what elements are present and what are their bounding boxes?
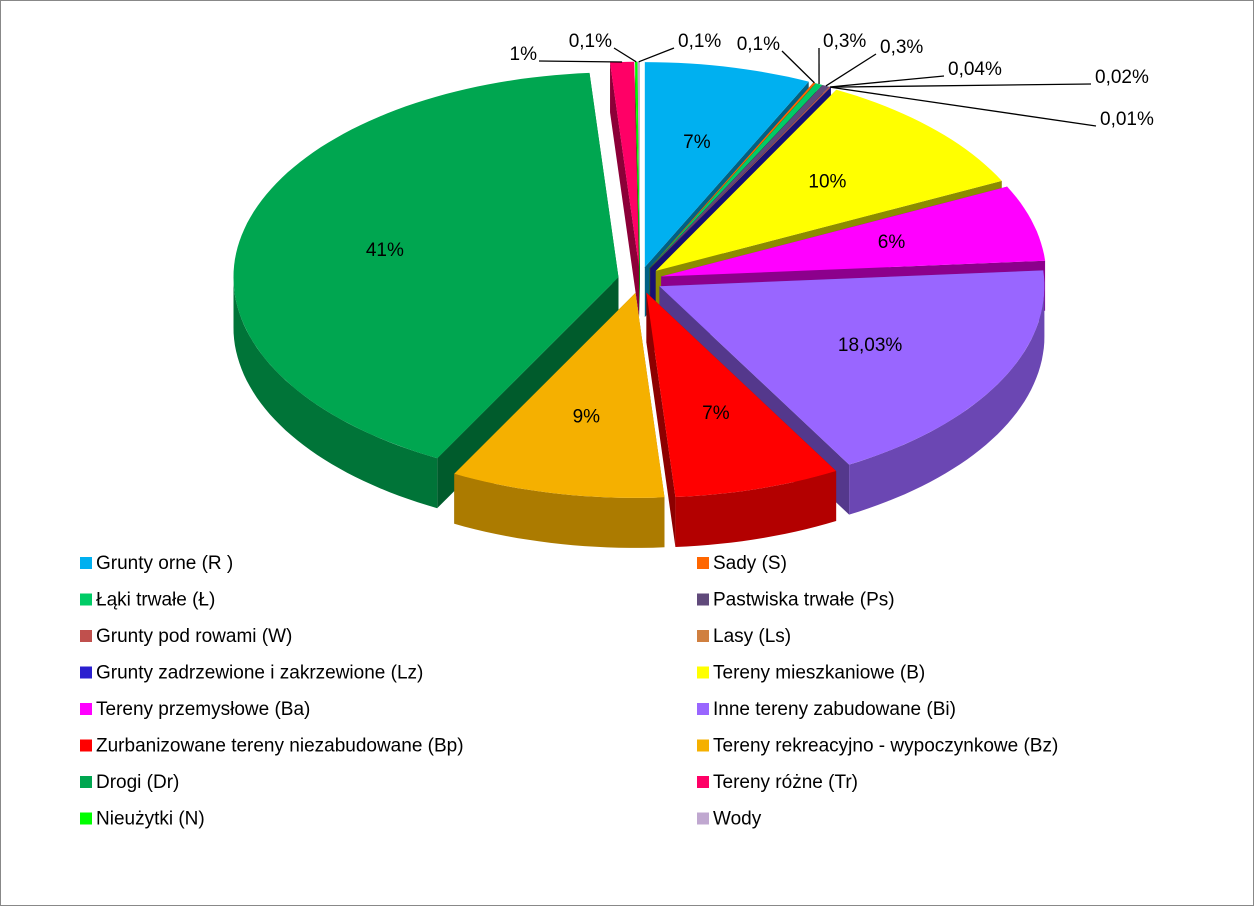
slice: [635, 61, 640, 267]
data-label: 0,04%: [948, 59, 1002, 80]
leader-line: [781, 50, 815, 84]
slice: [650, 85, 830, 269]
slice: [233, 72, 619, 459]
slice-wall: [610, 62, 640, 317]
legend-swatch: [80, 812, 92, 825]
legend-swatch: [697, 557, 709, 569]
legend-label: Drogi (Dr): [96, 772, 179, 793]
legend-swatch: [80, 630, 92, 642]
data-label: 7%: [683, 132, 711, 153]
slice: [650, 87, 831, 269]
legend-label: Grunty zadrzewione i zakrzewione (Lz): [96, 663, 423, 684]
leader-line: [825, 53, 877, 87]
legend-label: Tereny mieszkaniowe (B): [713, 663, 925, 684]
data-label: 1%: [510, 44, 538, 65]
pie-tops: [233, 61, 1046, 498]
slice: [661, 186, 1046, 277]
slice: [637, 61, 640, 267]
data-label: 0,3%: [880, 37, 923, 58]
data-label: 0,1%: [569, 31, 612, 52]
legend-swatch: [697, 593, 709, 606]
slice: [650, 86, 831, 269]
slice: [646, 292, 837, 497]
slice-wall: [646, 292, 676, 548]
legend-label: Nieużytki (N): [96, 809, 205, 830]
slice: [655, 89, 1002, 271]
slice: [644, 62, 809, 268]
legend-label: Grunty orne (R ): [96, 553, 233, 574]
legend-swatch: [697, 703, 709, 715]
leader-line: [638, 47, 675, 63]
leader-line: [830, 86, 1097, 127]
slice: [454, 292, 665, 498]
data-label: 0,02%: [1095, 67, 1149, 88]
legend-label: Zurbanizowane tereny niezabudowane (Bp): [96, 736, 464, 757]
legend-swatch: [80, 593, 92, 606]
legend-label: Lasy (Ls): [713, 626, 791, 647]
legend-label: Pastwiska trwałe (Ps): [713, 590, 895, 611]
data-label: 0,1%: [678, 31, 721, 52]
data-label: 18,03%: [838, 335, 903, 356]
legend-swatch: [697, 776, 709, 788]
leader-line: [613, 47, 637, 63]
legend-swatch: [697, 666, 709, 679]
slice-side: [454, 473, 665, 548]
data-label: 7%: [702, 403, 730, 424]
slice: [649, 83, 823, 269]
slice-side: [675, 471, 837, 547]
legend-swatch: [80, 739, 92, 752]
data-label: 9%: [573, 406, 601, 427]
leader-line: [538, 60, 623, 63]
labels: 7% 0,1% 0,3% 0,3% 0,04% 0,02% 0,01% 10% 6% 18,03%…: [366, 31, 1154, 427]
legend-label: Grunty pod rowami (W): [96, 626, 292, 647]
slice: [610, 61, 640, 267]
legend-swatch: [697, 739, 709, 752]
legend-label: Inne tereny zabudowane (Bi): [713, 699, 956, 720]
leader-line: [830, 83, 1092, 88]
slice-side: [233, 277, 438, 509]
legend-label: Łąki trwałe (Ł): [96, 590, 215, 611]
legend-label: Tereny różne (Tr): [713, 772, 858, 793]
legend-swatch: [80, 703, 92, 715]
legend-label: Tereny rekreacyjno - wypoczynkowe (Bz): [713, 736, 1058, 757]
data-label: 0,01%: [1100, 109, 1154, 130]
legend-swatch: [80, 557, 92, 569]
slice: [649, 82, 816, 269]
legend-label: Tereny przemysłowe (Ba): [96, 699, 310, 720]
leader-line: [829, 75, 945, 88]
legend-label: Wody: [713, 809, 762, 830]
legend-label: Sady (S): [713, 553, 787, 574]
data-label: 10%: [808, 172, 846, 193]
data-label: 0,3%: [823, 31, 866, 52]
data-label: 6%: [878, 232, 906, 253]
legend-swatch: [697, 812, 709, 825]
data-label: 0,1%: [737, 34, 780, 55]
legend-swatch: [80, 776, 92, 788]
legend: Grunty orne (R ) Sady (S) Łąki trwałe (Ł) P…: [80, 553, 1058, 830]
slice: [650, 87, 831, 269]
legend-swatch: [80, 666, 92, 679]
legend-swatch: [697, 630, 709, 642]
slice: [659, 270, 1045, 465]
data-label: 41%: [366, 240, 404, 261]
slice-side: [849, 286, 1045, 515]
